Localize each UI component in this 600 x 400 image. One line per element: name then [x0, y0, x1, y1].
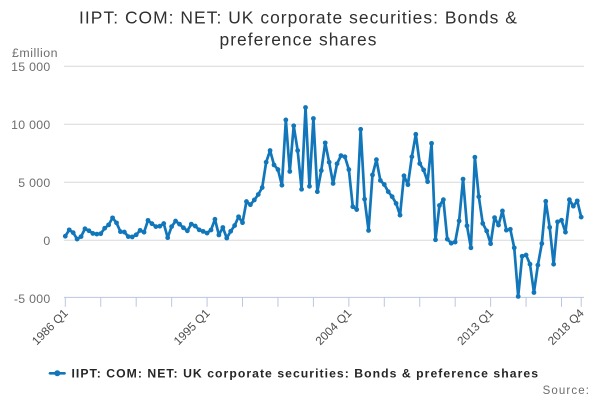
svg-text:1995 Q1: 1995 Q1: [171, 306, 213, 348]
svg-text:1986 Q1: 1986 Q1: [29, 306, 71, 348]
svg-text:10 000: 10 000: [11, 118, 50, 132]
svg-text:IIPT: COM: NET: UK corporate s: IIPT: COM: NET: UK corporate securities:…: [79, 7, 518, 27]
svg-text:preference shares: preference shares: [219, 29, 377, 49]
svg-text:15 000: 15 000: [11, 60, 50, 74]
svg-text:0: 0: [43, 234, 50, 248]
svg-text:5 000: 5 000: [18, 176, 50, 190]
svg-text:2013 Q1: 2013 Q1: [454, 306, 496, 348]
svg-text:2004 Q1: 2004 Q1: [312, 306, 354, 348]
svg-text:2018 Q4: 2018 Q4: [545, 306, 587, 348]
svg-text:Source:: Source:: [543, 385, 590, 397]
svg-text:£million: £million: [12, 46, 58, 60]
svg-text:IIPT: COM: NET: UK corporate s: IIPT: COM: NET: UK corporate securities:…: [72, 366, 540, 380]
svg-text:-5 000: -5 000: [14, 292, 51, 306]
